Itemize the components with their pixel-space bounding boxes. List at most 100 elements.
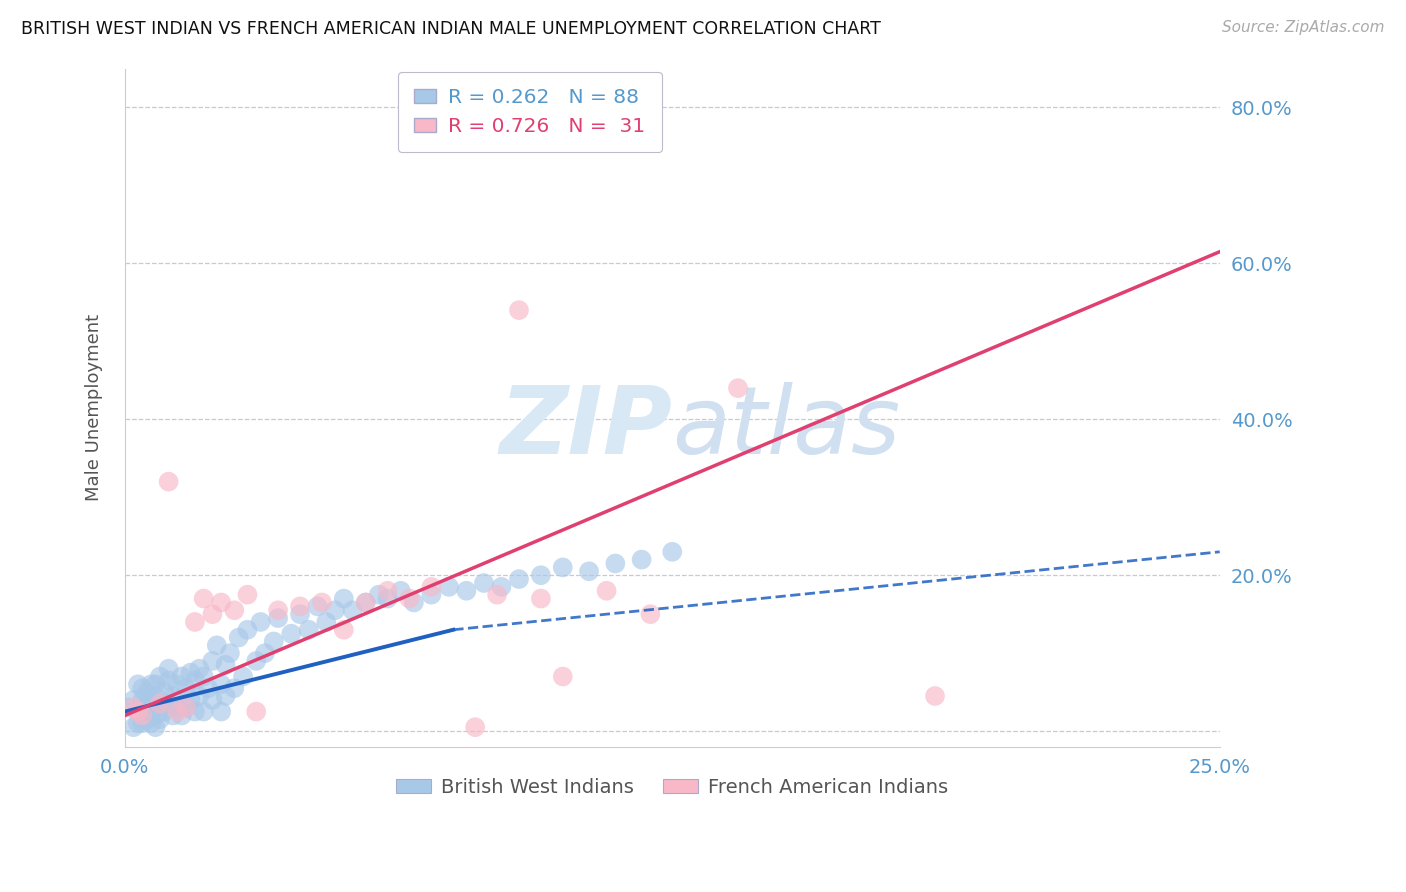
Point [145, 677, 167, 691]
Point [118, 700, 141, 714]
Point [267, 611, 290, 625]
Point [149, 669, 172, 683]
Point [288, 607, 311, 622]
Point [153, 685, 176, 699]
Point [377, 591, 399, 606]
Point [184, 615, 207, 629]
Text: Source: ZipAtlas.com: Source: ZipAtlas.com [1222, 20, 1385, 35]
Point [464, 720, 486, 734]
Point [162, 708, 184, 723]
Point [402, 595, 425, 609]
Point [280, 626, 302, 640]
Point [605, 557, 627, 571]
Point [157, 673, 180, 688]
Point [188, 662, 211, 676]
Point [193, 591, 215, 606]
Point [420, 588, 443, 602]
Point [630, 552, 652, 566]
Point [193, 669, 215, 683]
Point [342, 603, 364, 617]
Point [224, 681, 246, 696]
Point [184, 705, 207, 719]
Point [354, 595, 377, 609]
Point [595, 583, 617, 598]
Point [135, 689, 157, 703]
Point [166, 705, 188, 719]
Point [298, 623, 321, 637]
Point [201, 607, 224, 622]
Point [157, 662, 180, 676]
Point [149, 697, 172, 711]
Point [508, 572, 530, 586]
Point [188, 689, 211, 703]
Point [127, 705, 149, 719]
Point [145, 720, 167, 734]
Point [201, 693, 224, 707]
Point [145, 708, 167, 723]
Point [209, 705, 232, 719]
Point [228, 631, 250, 645]
Point [122, 720, 145, 734]
Point [367, 588, 389, 602]
Point [157, 697, 180, 711]
Point [530, 568, 553, 582]
Point [333, 591, 356, 606]
Point [127, 705, 149, 719]
Point [193, 705, 215, 719]
Point [139, 716, 162, 731]
Point [486, 588, 509, 602]
Point [139, 705, 162, 719]
Point [236, 623, 259, 637]
Point [551, 560, 574, 574]
Y-axis label: Male Unemployment: Male Unemployment [86, 314, 103, 501]
Point [180, 665, 202, 680]
Point [166, 700, 188, 714]
Legend: British West Indians, French American Indians: British West Indians, French American In… [388, 770, 956, 805]
Point [508, 303, 530, 318]
Point [307, 599, 329, 614]
Point [205, 638, 228, 652]
Point [149, 697, 172, 711]
Point [131, 681, 153, 696]
Point [389, 583, 412, 598]
Point [456, 583, 478, 598]
Point [131, 716, 153, 731]
Point [170, 669, 193, 683]
Point [122, 700, 145, 714]
Text: ZIP: ZIP [499, 382, 672, 474]
Point [127, 677, 149, 691]
Point [924, 689, 946, 703]
Point [157, 475, 180, 489]
Point [174, 700, 197, 714]
Point [727, 381, 749, 395]
Point [420, 580, 443, 594]
Point [145, 689, 167, 703]
Point [236, 588, 259, 602]
Point [398, 591, 420, 606]
Point [333, 623, 356, 637]
Point [197, 681, 219, 696]
Point [139, 697, 162, 711]
Point [174, 681, 197, 696]
Point [224, 603, 246, 617]
Point [472, 576, 495, 591]
Point [180, 693, 202, 707]
Point [174, 700, 197, 714]
Point [491, 580, 513, 594]
Point [131, 693, 153, 707]
Point [640, 607, 662, 622]
Point [214, 657, 236, 672]
Point [127, 716, 149, 731]
Point [184, 673, 207, 688]
Point [219, 646, 242, 660]
Text: atlas: atlas [672, 383, 900, 474]
Point [135, 685, 157, 699]
Point [149, 712, 172, 726]
Point [267, 603, 290, 617]
Point [377, 583, 399, 598]
Point [214, 689, 236, 703]
Point [170, 708, 193, 723]
Point [131, 708, 153, 723]
Point [209, 677, 232, 691]
Point [122, 693, 145, 707]
